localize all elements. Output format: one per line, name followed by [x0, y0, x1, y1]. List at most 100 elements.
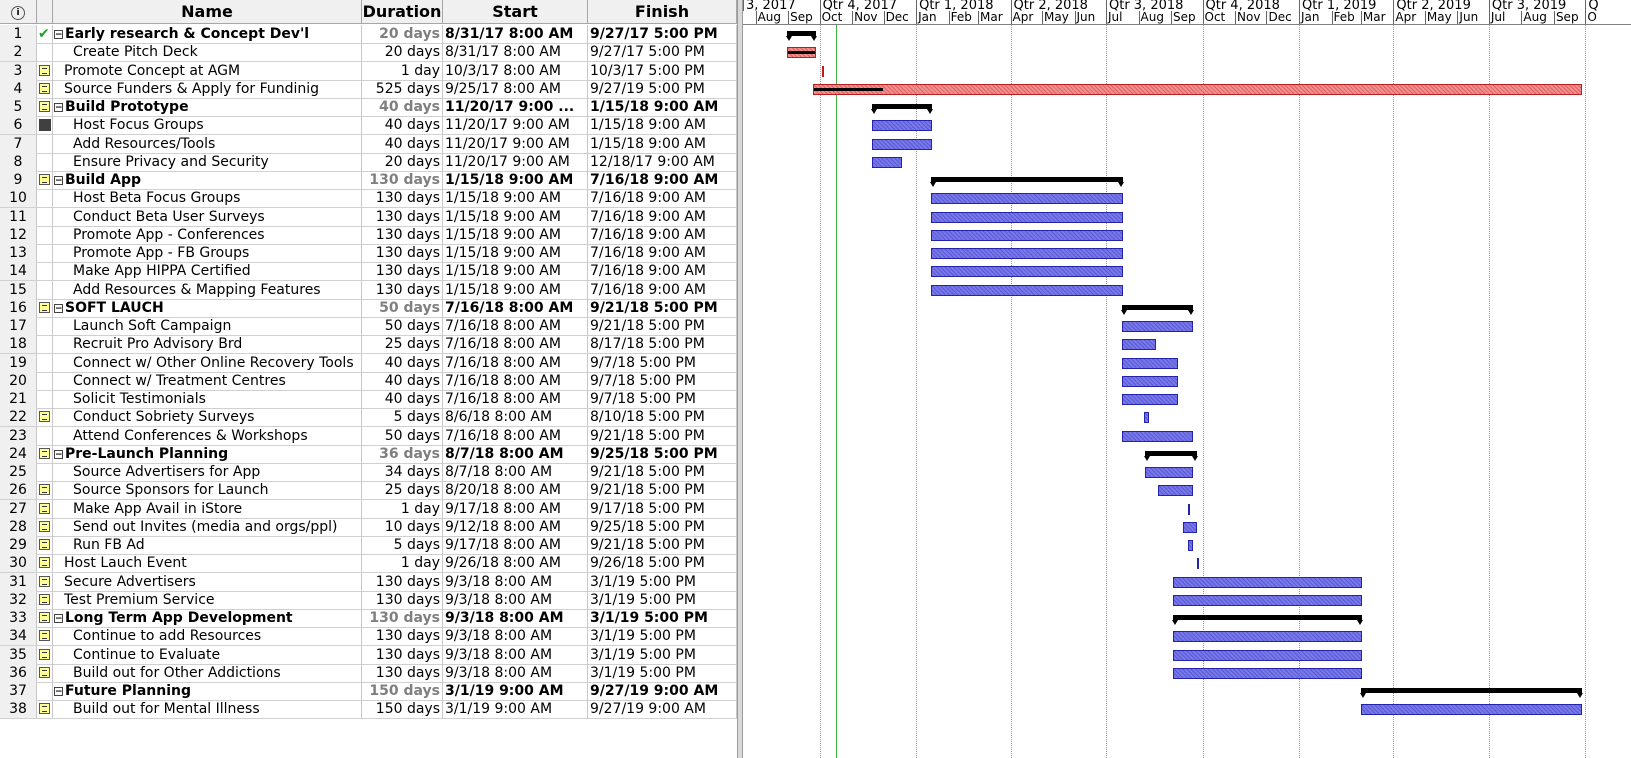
task-start[interactable]: 9/17/18 8:00 AM — [443, 536, 588, 554]
collapse-icon[interactable]: − — [54, 176, 63, 186]
task-bar[interactable] — [821, 65, 824, 77]
task-duration[interactable]: 40 days — [362, 98, 443, 116]
collapse-icon[interactable]: − — [54, 30, 63, 40]
task-start[interactable]: 8/7/18 8:00 AM — [443, 444, 588, 463]
table-row[interactable]: 12 Promote App - Conferences 130 days 1/15/… — [0, 225, 737, 245]
row-id[interactable]: 30 — [0, 554, 37, 573]
task-duration[interactable]: 20 days — [362, 25, 443, 43]
task-bar[interactable] — [1187, 540, 1194, 551]
task-name[interactable]: Solicit Testimonials — [53, 390, 362, 408]
column-header-finish[interactable]: Finish — [588, 0, 737, 24]
task-finish[interactable]: 9/25/18 5:00 PM — [588, 444, 737, 463]
task-bar[interactable] — [1173, 631, 1362, 643]
task-duration[interactable]: 130 days — [362, 207, 443, 226]
task-finish[interactable]: 9/7/18 5:00 PM — [588, 390, 737, 408]
row-id[interactable]: 19 — [0, 353, 37, 372]
table-row[interactable]: 33− Long Term App Development 130 days 9/3/… — [0, 609, 737, 628]
task-start[interactable]: 11/20/17 9:00 AM — [443, 116, 588, 135]
task-finish[interactable]: 3/1/19 5:00 PM — [588, 572, 737, 591]
task-duration[interactable]: 150 days — [362, 682, 443, 700]
task-start[interactable]: 8/31/17 8:00 AM — [443, 25, 588, 43]
task-start[interactable]: 1/15/18 9:00 AM — [443, 171, 588, 189]
table-row[interactable]: 21 Solicit Testimonials 40 days 7/16/18 8:0… — [0, 390, 737, 409]
indicator-cell[interactable] — [37, 609, 53, 627]
task-bar[interactable] — [872, 156, 903, 168]
task-duration[interactable]: 130 days — [362, 645, 443, 664]
table-row[interactable]: 9− Build App 130 days 1/15/18 9:00 AM 7/16/1… — [0, 171, 737, 190]
table-row[interactable]: 35 Continue to Evaluate 130 days 9/3/18 8:0… — [0, 645, 737, 665]
task-duration[interactable]: 130 days — [362, 189, 443, 208]
indicator-cell[interactable] — [37, 152, 53, 171]
table-row[interactable]: 7 Add Resources/Tools 40 days 11/20/17 9:00… — [0, 134, 737, 154]
task-name[interactable]: Conduct Sobriety Surveys — [53, 408, 362, 427]
row-id[interactable]: 5 — [0, 98, 37, 116]
task-finish[interactable]: 7/16/18 9:00 AM — [588, 280, 737, 299]
task-start[interactable]: 9/3/18 8:00 AM — [443, 609, 588, 627]
task-bar[interactable] — [1121, 357, 1179, 369]
task-duration[interactable]: 130 days — [362, 244, 443, 262]
task-name[interactable]: Host Focus Groups — [53, 116, 362, 135]
task-duration[interactable]: 40 days — [362, 390, 443, 408]
task-duration[interactable]: 50 days — [362, 317, 443, 335]
task-finish[interactable]: 9/7/18 5:00 PM — [588, 353, 737, 372]
task-name[interactable]: Send out Invites (media and orgs/ppl) — [53, 517, 362, 536]
task-finish[interactable]: 7/16/18 9:00 AM — [588, 189, 737, 208]
row-id[interactable]: 32 — [0, 590, 37, 609]
task-start[interactable]: 7/16/18 8:00 AM — [443, 390, 588, 408]
indicator-cell[interactable] — [37, 353, 53, 372]
task-duration[interactable]: 130 days — [362, 280, 443, 299]
task-finish[interactable]: 9/21/18 5:00 PM — [588, 536, 737, 554]
task-start[interactable]: 1/15/18 9:00 AM — [443, 207, 588, 226]
collapse-icon[interactable]: − — [54, 449, 63, 460]
indicator-cell[interactable] — [37, 98, 53, 116]
task-duration[interactable]: 40 days — [362, 116, 443, 135]
collapse-icon[interactable]: − — [54, 687, 63, 697]
task-start[interactable]: 11/20/17 9:00 AM — [443, 134, 588, 153]
task-start[interactable]: 1/15/18 9:00 AM — [443, 280, 588, 299]
indicator-cell[interactable] — [37, 61, 53, 80]
task-finish[interactable]: 3/1/19 5:00 PM — [588, 590, 737, 609]
row-id[interactable]: 24 — [0, 444, 37, 463]
task-name[interactable]: Build out for Other Addictions — [53, 663, 362, 682]
task-finish[interactable]: 1/15/18 9:00 AM — [588, 134, 737, 153]
task-name[interactable]: − Long Term App Development — [53, 609, 362, 627]
row-id[interactable]: 21 — [0, 390, 37, 408]
task-finish[interactable]: 9/21/18 5:00 PM — [588, 463, 737, 481]
indicator-cell[interactable] — [37, 572, 53, 591]
task-start[interactable]: 3/1/19 9:00 AM — [443, 700, 588, 719]
indicator-cell[interactable] — [37, 317, 53, 335]
task-finish[interactable]: 9/21/18 5:00 PM — [588, 426, 737, 445]
task-duration[interactable]: 150 days — [362, 700, 443, 719]
task-duration[interactable]: 20 days — [362, 152, 443, 171]
task-finish[interactable]: 8/10/18 5:00 PM — [588, 408, 737, 427]
indicator-cell[interactable] — [37, 262, 53, 281]
task-duration[interactable]: 36 days — [362, 444, 443, 463]
task-name[interactable]: Create Pitch Deck — [53, 43, 362, 62]
task-bar[interactable] — [1197, 558, 1200, 570]
row-id[interactable]: 38 — [0, 700, 37, 719]
table-row[interactable]: 38 Build out for Mental Illness 150 days 3/… — [0, 700, 737, 720]
task-finish[interactable]: 9/17/18 5:00 PM — [588, 499, 737, 518]
task-duration[interactable]: 5 days — [362, 536, 443, 554]
task-finish[interactable]: 9/21/18 5:00 PM — [588, 481, 737, 500]
row-id[interactable]: 10 — [0, 189, 37, 208]
table-row[interactable]: 8 Ensure Privacy and Security 20 days 11/20… — [0, 152, 737, 172]
task-duration[interactable]: 20 days — [362, 43, 443, 62]
indicator-cell[interactable] — [37, 463, 53, 481]
row-id[interactable]: 16 — [0, 298, 37, 317]
task-duration[interactable]: 130 days — [362, 171, 443, 189]
summary-bar[interactable] — [1143, 450, 1199, 461]
row-id[interactable]: 26 — [0, 481, 37, 500]
task-bar[interactable] — [1121, 321, 1194, 332]
task-start[interactable]: 1/15/18 9:00 AM — [443, 189, 588, 208]
row-id[interactable]: 11 — [0, 207, 37, 226]
task-duration[interactable]: 130 days — [362, 663, 443, 682]
indicator-cell[interactable] — [37, 444, 53, 463]
task-bar[interactable] — [1121, 339, 1157, 351]
task-finish[interactable]: 1/15/18 9:00 AM — [588, 98, 737, 116]
task-finish[interactable]: 12/18/17 9:00 AM — [588, 152, 737, 171]
task-duration[interactable]: 50 days — [362, 298, 443, 317]
task-finish[interactable]: 9/7/18 5:00 PM — [588, 371, 737, 390]
task-start[interactable]: 7/16/18 8:00 AM — [443, 426, 588, 445]
task-finish[interactable]: 3/1/19 5:00 PM — [588, 645, 737, 664]
